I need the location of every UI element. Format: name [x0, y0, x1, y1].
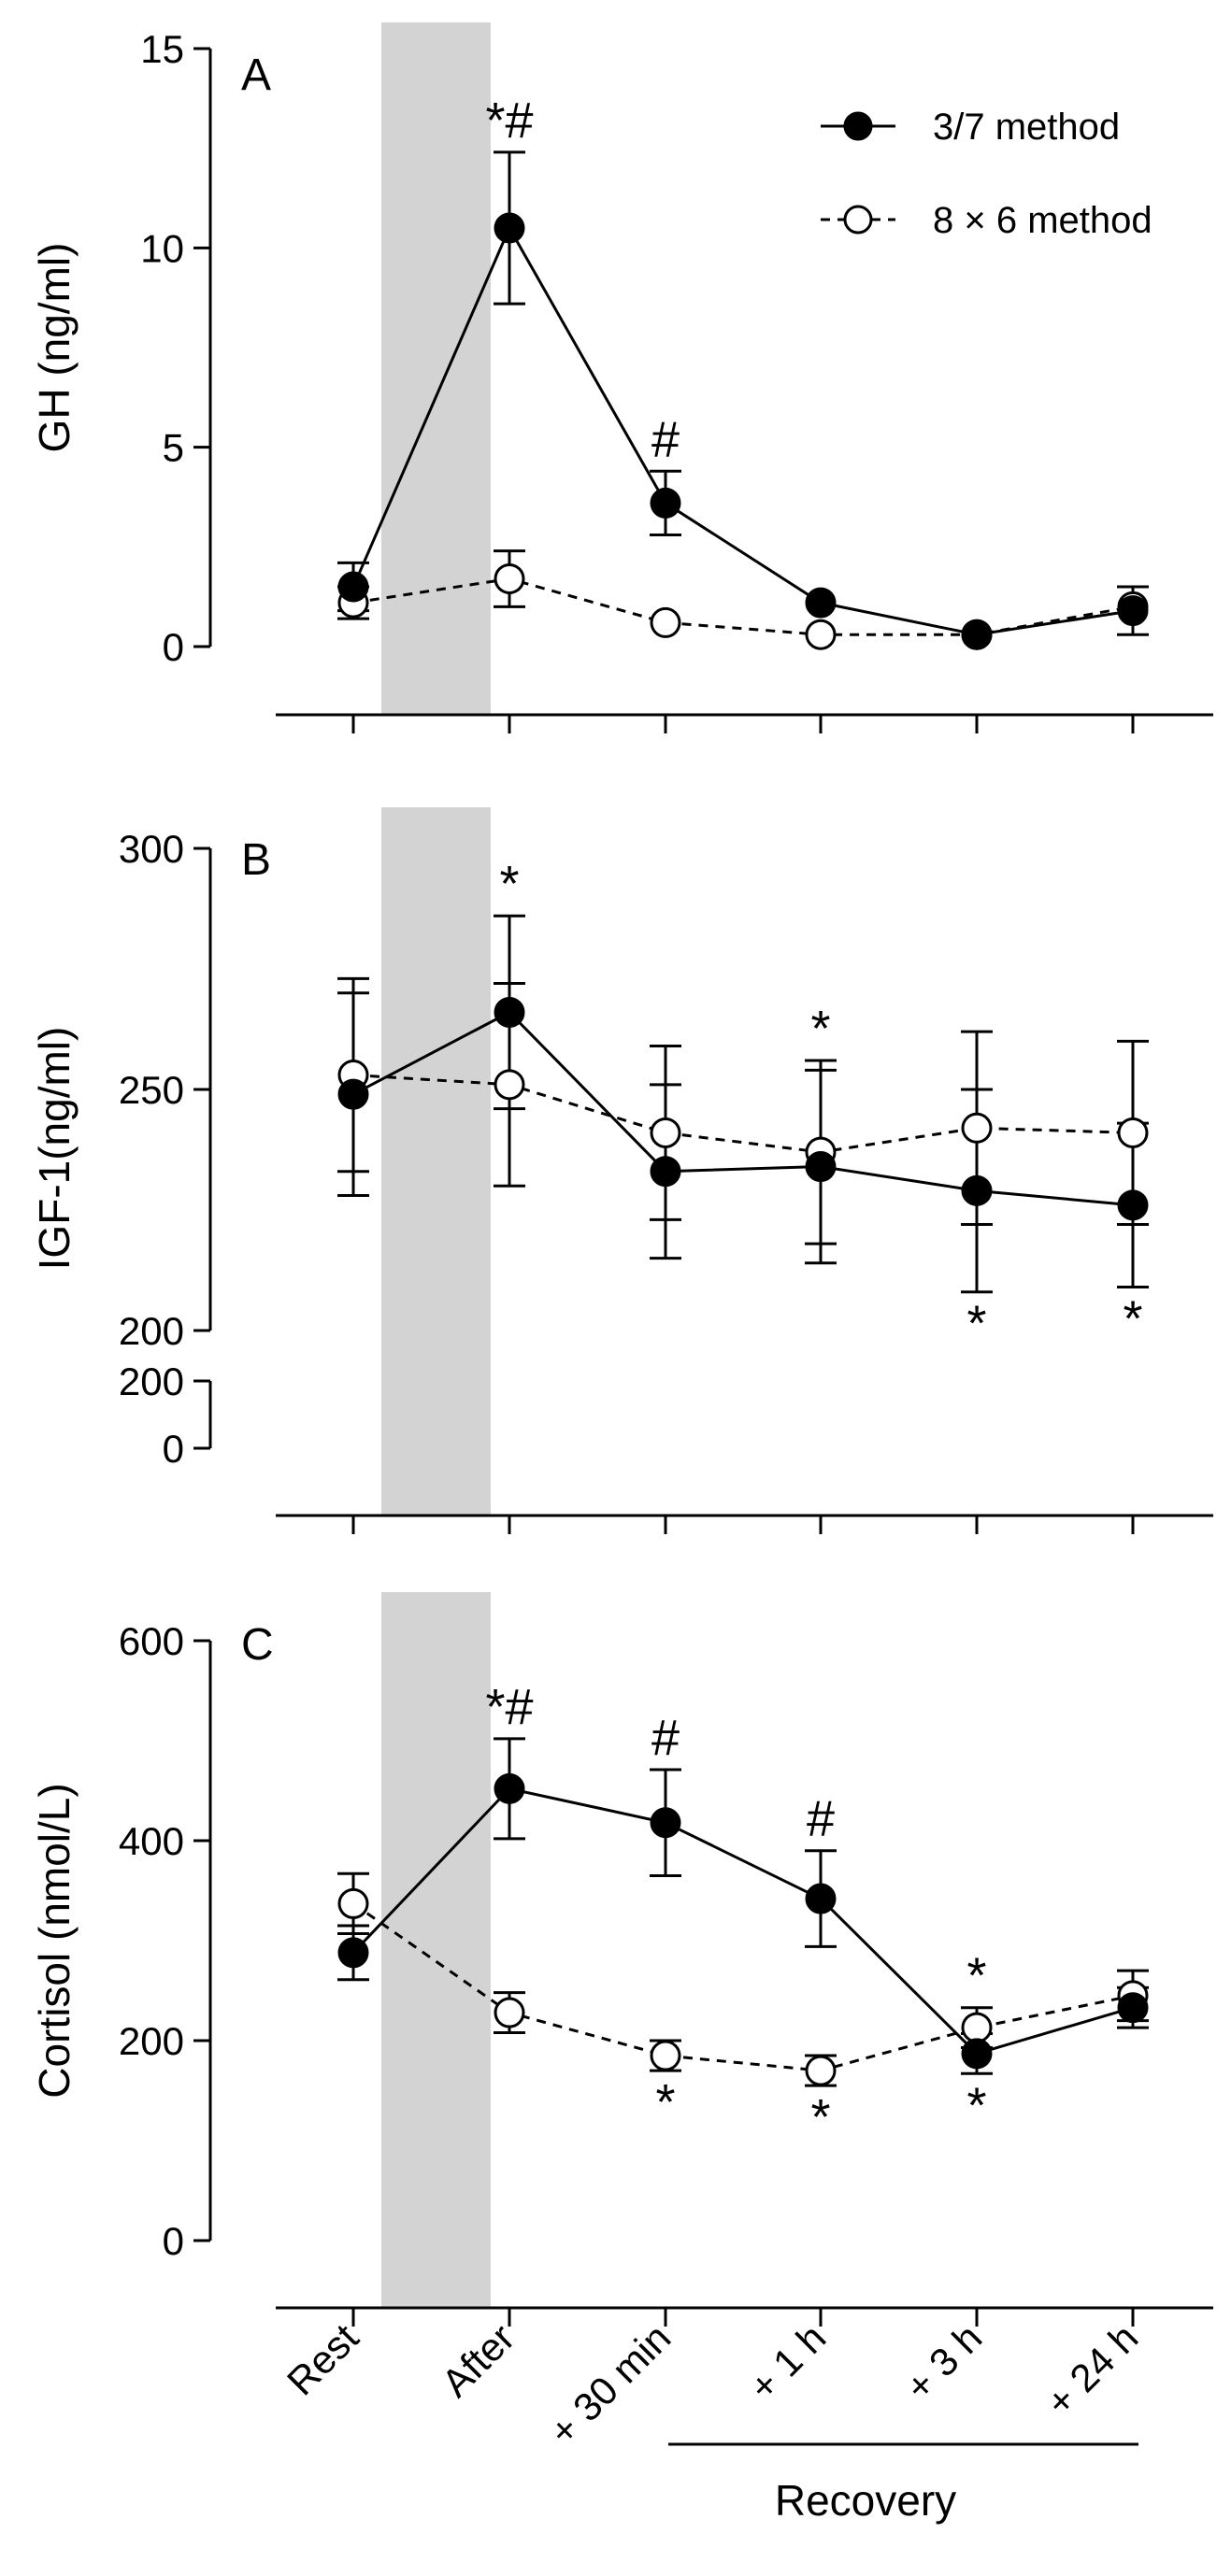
data-point-3-7	[1117, 1992, 1149, 2024]
y-axis-title: Cortisol (nmol/L)	[30, 1783, 79, 2098]
data-point-8x6	[1117, 1117, 1149, 1148]
exercise-shade	[381, 807, 491, 1516]
data-point-8x6	[650, 1117, 681, 1148]
data-point-3-7	[805, 1151, 837, 1183]
data-point-3-7	[337, 1078, 369, 1110]
significance-marker: *	[655, 2074, 675, 2130]
y-tick-label: 200	[119, 1309, 184, 1353]
significance-marker: #	[651, 411, 680, 467]
significance-marker: *#	[485, 93, 533, 149]
series-line-3-7	[352, 1010, 1134, 1207]
data-point-8x6	[805, 2055, 837, 2086]
panel-letter: A	[241, 50, 271, 100]
y-tick-label: 300	[119, 827, 184, 871]
data-point-3-7	[494, 996, 525, 1028]
data-point-8x6	[650, 2040, 681, 2071]
significance-marker: *	[499, 856, 519, 912]
significance-marker: *	[810, 2089, 830, 2145]
legend-label-3-7: 3/7 method	[933, 107, 1120, 148]
x-category-label: + 30 min	[540, 2315, 679, 2454]
data-point-3-7	[337, 1937, 369, 1969]
x-category-label: + 24 h	[1038, 2315, 1147, 2425]
data-point-3-7	[1117, 1189, 1149, 1221]
x-category-label: After	[433, 2315, 522, 2405]
data-point-3-7	[805, 587, 837, 619]
x-category-label: + 3 h	[896, 2315, 990, 2409]
y-axis-title: IGF-1(ng/ml)	[30, 1027, 79, 1271]
y-tick-label: 600	[119, 1619, 184, 1663]
exercise-shade	[381, 1592, 491, 2308]
y-tick-label: 10	[140, 226, 184, 270]
data-point-8x6	[494, 1997, 525, 2028]
y-tick-label: 0	[163, 625, 184, 669]
y-break-tick-label: 200	[119, 1359, 184, 1403]
data-point-3-7	[961, 1174, 993, 1206]
y-tick-label: 5	[163, 426, 184, 470]
y-tick-label: 0	[163, 2219, 184, 2263]
significance-marker: *	[966, 2077, 986, 2133]
significance-marker: *	[1123, 1291, 1142, 1347]
data-point-3-7	[1117, 595, 1149, 627]
data-point-3-7	[494, 212, 525, 244]
y-tick-label: 400	[119, 1819, 184, 1863]
panel-c: 0 200 400 600 Cortisol (nmol/L) C *# # # * * * *	[30, 1592, 1213, 2327]
significance-marker: *	[966, 1296, 986, 1352]
series-line-8x6	[352, 1074, 1134, 1154]
data-point-3-7	[650, 1807, 681, 1839]
significance-marker: #	[651, 1710, 680, 1766]
x-category-label: Rest	[279, 2315, 367, 2404]
data-point-8x6	[805, 619, 837, 650]
data-point-3-7	[805, 1883, 837, 1914]
series-line-3-7	[351, 1786, 1134, 2056]
significance-marker: *#	[485, 1679, 533, 1735]
series-line-8x6	[352, 576, 1134, 636]
significance-marker: #	[807, 1791, 835, 1847]
legend-marker-8x6	[843, 205, 873, 235]
data-point-8x6	[961, 1112, 993, 1144]
data-point-8x6	[494, 1069, 525, 1101]
data-point-3-7	[337, 571, 369, 603]
data-point-3-7	[650, 487, 681, 519]
data-point-3-7	[650, 1156, 681, 1188]
y-tick-label: 250	[119, 1068, 184, 1112]
significance-marker: *	[966, 1948, 986, 2004]
panel-b: 200 250 300 200 0 IGF-1(ng/ml) B * * * *	[30, 807, 1213, 1534]
exercise-shade	[381, 22, 491, 715]
legend-marker-3-7	[843, 111, 873, 141]
y-axis-title: GH (ng/ml)	[30, 243, 79, 453]
y-tick-label: 200	[119, 2019, 184, 2063]
y-tick-label: 15	[140, 27, 184, 71]
legend: 3/7 method 8 × 6 method	[821, 107, 1152, 241]
significance-marker: *	[810, 1001, 830, 1057]
panel-letter: B	[241, 835, 271, 885]
data-point-3-7	[961, 619, 993, 650]
legend-label-8x6: 8 × 6 method	[933, 200, 1152, 241]
data-point-8x6	[961, 2012, 993, 2043]
x-category-label: + 1 h	[740, 2315, 834, 2409]
data-point-8x6	[494, 562, 525, 594]
panel-a: 0 5 10 15 GH (ng/ml) A *# #	[30, 22, 1213, 733]
data-point-8x6	[650, 606, 681, 638]
series-line-8x6	[352, 1902, 1134, 2072]
data-point-8x6	[337, 1887, 369, 1919]
y-break-tick-label: 0	[163, 1427, 184, 1471]
recovery-label: Recovery	[775, 2476, 956, 2525]
panel-letter: C	[241, 1620, 274, 1670]
data-point-3-7	[961, 2038, 993, 2070]
data-point-3-7	[494, 1772, 525, 1804]
